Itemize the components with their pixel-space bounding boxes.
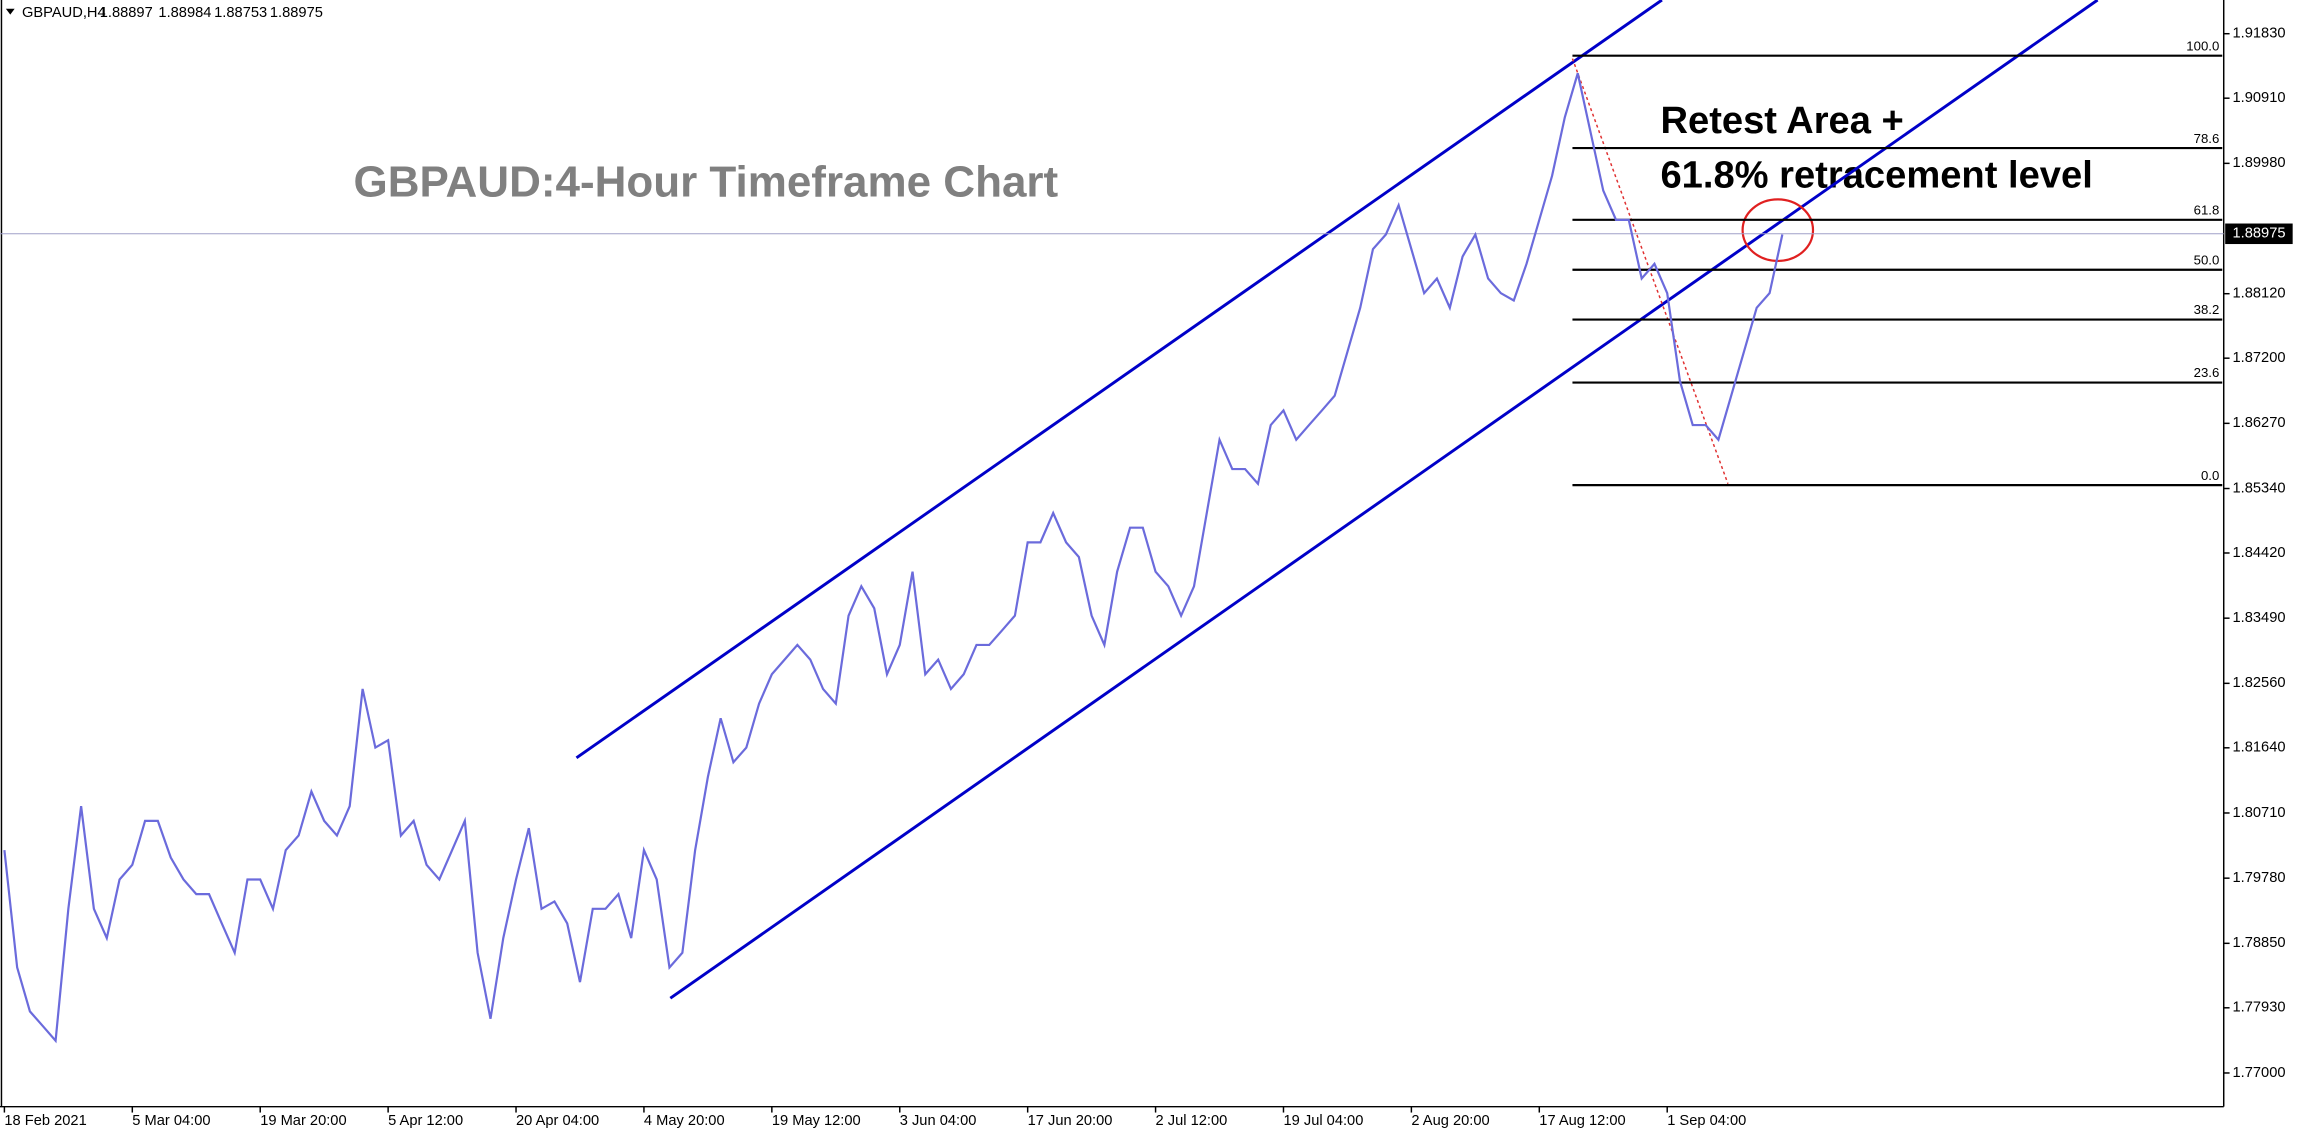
x-tick-label: 2 Aug 20:00	[1411, 1113, 1489, 1129]
x-tick-label: 19 May 12:00	[772, 1113, 861, 1129]
fib-label: 50.0	[2194, 252, 2220, 267]
fib-label: 78.6	[2194, 131, 2220, 146]
header-high: 1.88984	[158, 5, 211, 21]
last-price-box	[2225, 223, 2293, 245]
x-tick-label: 17 Jun 20:00	[1028, 1113, 1113, 1129]
header-open: 1.88897	[100, 5, 153, 21]
y-tick-label: 1.85340	[2233, 480, 2286, 496]
fib-label: 100.0	[2186, 38, 2219, 53]
x-tick-label: 5 Apr 12:00	[388, 1113, 463, 1129]
channel-upper	[575, 0, 1663, 760]
y-tick-label: 1.82560	[2233, 675, 2286, 691]
price-line	[3, 72, 1784, 1044]
fib-label: 38.2	[2194, 302, 2220, 317]
x-tick-label: 20 Apr 04:00	[516, 1113, 599, 1129]
retest-circle	[1741, 198, 1815, 263]
y-tick-label: 1.90910	[2233, 90, 2286, 106]
x-tick-label: 3 Jun 04:00	[900, 1113, 977, 1129]
fib-label: 23.6	[2194, 365, 2220, 380]
fib-label: 0.0	[2201, 468, 2219, 483]
y-tick-label: 1.77000	[2233, 1065, 2286, 1081]
x-tick-label: 19 Jul 04:00	[1283, 1113, 1363, 1129]
fib-label: 61.8	[2194, 203, 2220, 218]
x-tick-label: 19 Mar 20:00	[260, 1113, 346, 1129]
y-tick-label: 1.88120	[2233, 286, 2286, 302]
x-tick-label: 17 Aug 12:00	[1539, 1113, 1625, 1129]
y-tick-label: 1.77930	[2233, 1000, 2286, 1016]
x-tick-label: 18 Feb 2021	[4, 1113, 86, 1129]
annotation: Retest Area +	[1660, 99, 1903, 142]
y-tick-label: 1.87200	[2233, 350, 2286, 366]
x-tick-label: 4 May 20:00	[644, 1113, 725, 1129]
x-tick-label: 2 Jul 12:00	[1156, 1113, 1228, 1129]
x-tick-label: 5 Mar 04:00	[132, 1113, 210, 1129]
y-tick-label: 1.86270	[2233, 415, 2286, 431]
annotation: 61.8% retracement level	[1660, 153, 2092, 196]
y-tick-label: 1.78850	[2233, 935, 2286, 951]
y-tick-label: 1.79780	[2233, 870, 2286, 886]
y-tick-label: 1.89980	[2233, 155, 2286, 171]
y-tick-label: 1.84420	[2233, 545, 2286, 561]
header-arrow	[5, 8, 15, 15]
y-tick-label: 1.91830	[2233, 26, 2286, 42]
fib-trend	[1571, 58, 1729, 484]
y-tick-label: 1.81640	[2233, 740, 2286, 756]
channel-lower	[669, 0, 2099, 1000]
x-tick-label: 1 Sep 04:00	[1667, 1113, 1746, 1129]
y-tick-label: 1.83490	[2233, 610, 2286, 626]
header-symbol: GBPAUD,H4	[22, 5, 106, 21]
y-tick-label: 1.80710	[2233, 805, 2286, 821]
chart-title: GBPAUD:4-Hour Timeframe Chart	[354, 157, 1059, 206]
header-close: 1.88975	[270, 5, 323, 21]
header-low: 1.88753	[214, 5, 267, 21]
last-price-label: 1.88975	[2233, 226, 2286, 242]
